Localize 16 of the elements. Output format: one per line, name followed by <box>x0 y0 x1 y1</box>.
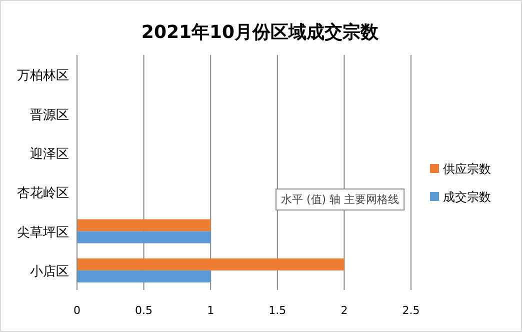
x-tick-label: 0 <box>74 304 80 317</box>
legend-label: 成交宗数 <box>443 190 491 204</box>
x-tick-label: 1 <box>207 304 214 317</box>
y-tick-label: 尖草坪区 <box>17 225 69 240</box>
y-tick-label: 杏花岭区 <box>17 186 69 202</box>
annotation: 水平 (值) 轴 主要网格线 <box>281 193 400 206</box>
y-tick-label: 万柏林区 <box>17 68 69 84</box>
x-tick-label: 2 <box>340 304 348 317</box>
x-tick-label: 0.5 <box>135 304 153 317</box>
y-tick-label: 晋源区 <box>30 108 69 123</box>
legend-label: 供应宗数 <box>443 162 491 176</box>
chart-title: 2021年10月份区域成交宗数 <box>141 22 380 43</box>
y-tick-label: 小店区 <box>30 263 69 280</box>
x-tick-label: 2.5 <box>402 304 420 317</box>
y-tick-label: 迎泽区 <box>30 146 69 162</box>
x-tick-label: 1.5 <box>268 304 286 317</box>
